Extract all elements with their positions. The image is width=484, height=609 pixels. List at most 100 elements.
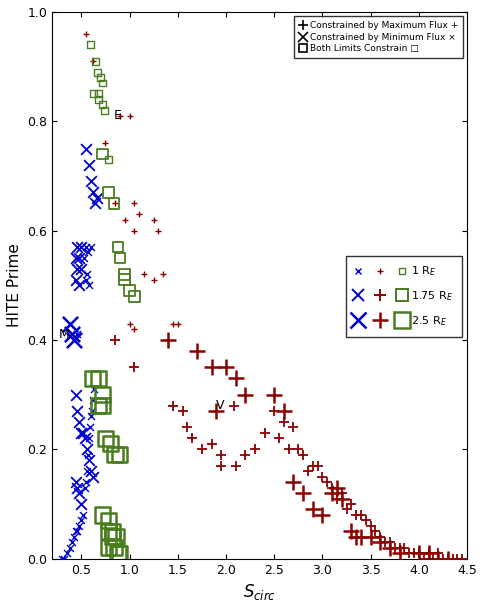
Point <box>377 537 384 547</box>
Point <box>121 275 129 284</box>
Point <box>108 532 116 541</box>
Point <box>401 543 408 552</box>
Point <box>70 532 77 541</box>
Point <box>85 434 93 443</box>
Legend: 1 R$_E$, 1.75 R$_E$, 2.5 R$_E$: 1 R$_E$, 1.75 R$_E$, 2.5 R$_E$ <box>346 256 462 337</box>
Point <box>72 526 79 536</box>
Point <box>242 390 249 400</box>
Point <box>99 401 106 410</box>
Point <box>410 548 418 558</box>
Point <box>82 144 90 153</box>
Point <box>179 406 186 416</box>
Point <box>444 554 452 563</box>
Point <box>323 477 331 487</box>
Point <box>82 29 90 39</box>
Point <box>131 226 138 236</box>
Text: V: V <box>215 399 224 412</box>
Point <box>105 526 112 536</box>
Point <box>84 450 92 460</box>
Point <box>95 89 103 99</box>
Point <box>99 100 106 110</box>
Point <box>222 362 230 372</box>
Point <box>406 548 413 558</box>
Point <box>198 445 206 454</box>
Point <box>79 428 87 438</box>
Point <box>89 373 97 383</box>
Point <box>121 215 129 225</box>
Point <box>261 428 269 438</box>
Point <box>63 548 71 558</box>
Point <box>318 510 326 519</box>
Point <box>424 548 432 558</box>
Point <box>81 434 89 443</box>
Point <box>372 526 379 536</box>
Point <box>458 554 466 563</box>
Point <box>328 483 336 493</box>
Point <box>242 450 249 460</box>
Point <box>188 434 196 443</box>
Point <box>76 280 83 290</box>
Point <box>136 209 143 219</box>
Point <box>82 242 90 252</box>
Point <box>83 270 91 280</box>
Point <box>126 286 134 295</box>
Point <box>386 537 394 547</box>
Point <box>94 67 102 77</box>
Point <box>82 275 90 284</box>
Point <box>280 406 287 416</box>
Point <box>140 270 148 280</box>
Point <box>87 466 95 476</box>
Point <box>357 532 365 541</box>
Point <box>88 406 96 416</box>
Point <box>89 472 97 482</box>
Point <box>87 412 95 421</box>
Point <box>381 537 389 547</box>
Point <box>74 526 81 536</box>
Point <box>106 439 114 449</box>
Point <box>439 554 447 563</box>
Point <box>74 329 81 339</box>
Point <box>76 417 83 427</box>
Point <box>193 346 201 356</box>
Point <box>352 532 360 541</box>
Point <box>77 242 85 252</box>
Point <box>95 401 103 410</box>
Point <box>154 226 162 236</box>
Point <box>99 149 106 159</box>
Point <box>309 461 317 471</box>
Point <box>81 483 89 493</box>
Point <box>309 505 317 515</box>
Point <box>68 537 76 547</box>
Point <box>111 450 119 460</box>
Point <box>74 406 81 416</box>
Text: M: M <box>59 328 70 341</box>
Point <box>150 275 157 284</box>
Point <box>367 521 375 530</box>
Point <box>85 280 93 290</box>
Point <box>348 499 355 509</box>
Point <box>299 450 307 460</box>
Point <box>89 188 97 197</box>
Point <box>159 270 167 280</box>
Point <box>251 445 259 454</box>
Point <box>386 543 394 552</box>
Point <box>95 373 103 383</box>
Point <box>89 395 97 405</box>
Point <box>89 56 97 66</box>
Point <box>72 275 79 284</box>
Point <box>275 434 283 443</box>
Point <box>77 264 85 274</box>
Point <box>232 461 240 471</box>
Point <box>70 335 77 345</box>
Point <box>396 548 404 558</box>
Point <box>338 488 346 498</box>
Point <box>76 488 83 498</box>
Point <box>77 499 85 509</box>
Point <box>454 554 461 563</box>
Point <box>338 494 346 504</box>
Point <box>391 543 399 552</box>
Point <box>74 264 81 274</box>
Point <box>102 434 109 443</box>
Point <box>294 445 302 454</box>
Point <box>66 543 74 552</box>
